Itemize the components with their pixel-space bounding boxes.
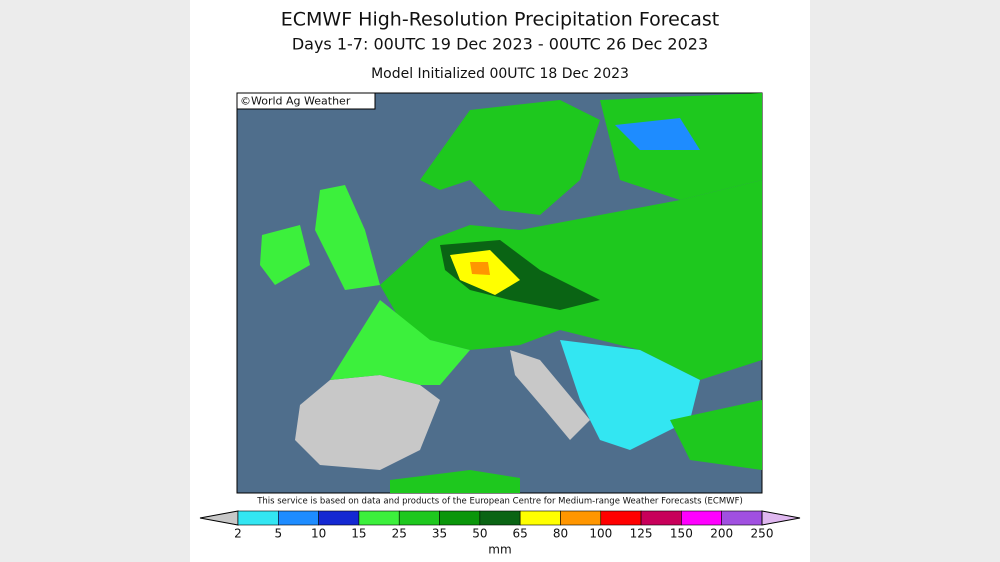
legend-swatch [237,510,279,526]
land-iberia [295,375,440,470]
legend-swatch [721,510,763,526]
legend-tick-label: 65 [513,527,528,541]
legend-tick-label: 25 [392,527,407,541]
map: ©World Ag Weather [236,92,763,494]
legend-swatch [439,510,481,526]
land-central [380,180,762,380]
legend-tick-label: 100 [589,527,612,541]
land-balkans [560,340,700,450]
credit: ©World Ag Weather [240,95,351,108]
legend-tick-label: 15 [351,527,366,541]
legend-tick-label: 200 [710,527,733,541]
disclaimer: This service is based on data and produc… [256,497,743,507]
land-france [330,300,470,385]
land-africa [390,470,520,493]
land-turkey [670,400,762,470]
legend-swatch [600,510,642,526]
legend-swatch [398,510,440,526]
legend-tick-label: 5 [274,527,282,541]
legend-tick-label: 125 [630,527,653,541]
legend-swatch [560,510,602,526]
land-wet-northeast [615,118,700,150]
credit-box [236,92,376,110]
legend-tick-label: 250 [751,527,774,541]
initialized: Model Initialized 00UTC 18 Dec 2023 [371,66,629,82]
legend-tick-label: 10 [311,527,326,541]
legend-tick-label: 80 [553,527,568,541]
legend-swatch [681,510,722,526]
legend-tick-label: 150 [670,527,693,541]
land-britain [315,185,380,290]
legend-tick-label: 2 [234,527,242,541]
legend-swatch [519,510,561,526]
legend-unit: mm [488,543,511,557]
legend-swatch [358,510,400,526]
land-scandinavia [420,100,600,215]
legend-tick-label: 50 [472,527,487,541]
land-peak-core [470,262,490,275]
legend: 2 5 10 15 25 35 50 65 80 100 125 150 200 250 [199,510,801,541]
legend-tick-label: 35 [432,527,447,541]
land-italy [510,350,590,440]
legend-swatch [278,510,319,526]
legend-swatch [640,510,682,526]
legend-swatch [318,510,360,526]
legend-swatch [479,510,521,526]
land-ireland [260,225,310,285]
period: Days 1-7: 00UTC 19 Dec 2023 - 00UTC 26 D… [292,35,708,54]
title: ECMWF High-Resolution Precipitation Fore… [281,9,719,31]
legend-arrow-high [761,510,801,526]
